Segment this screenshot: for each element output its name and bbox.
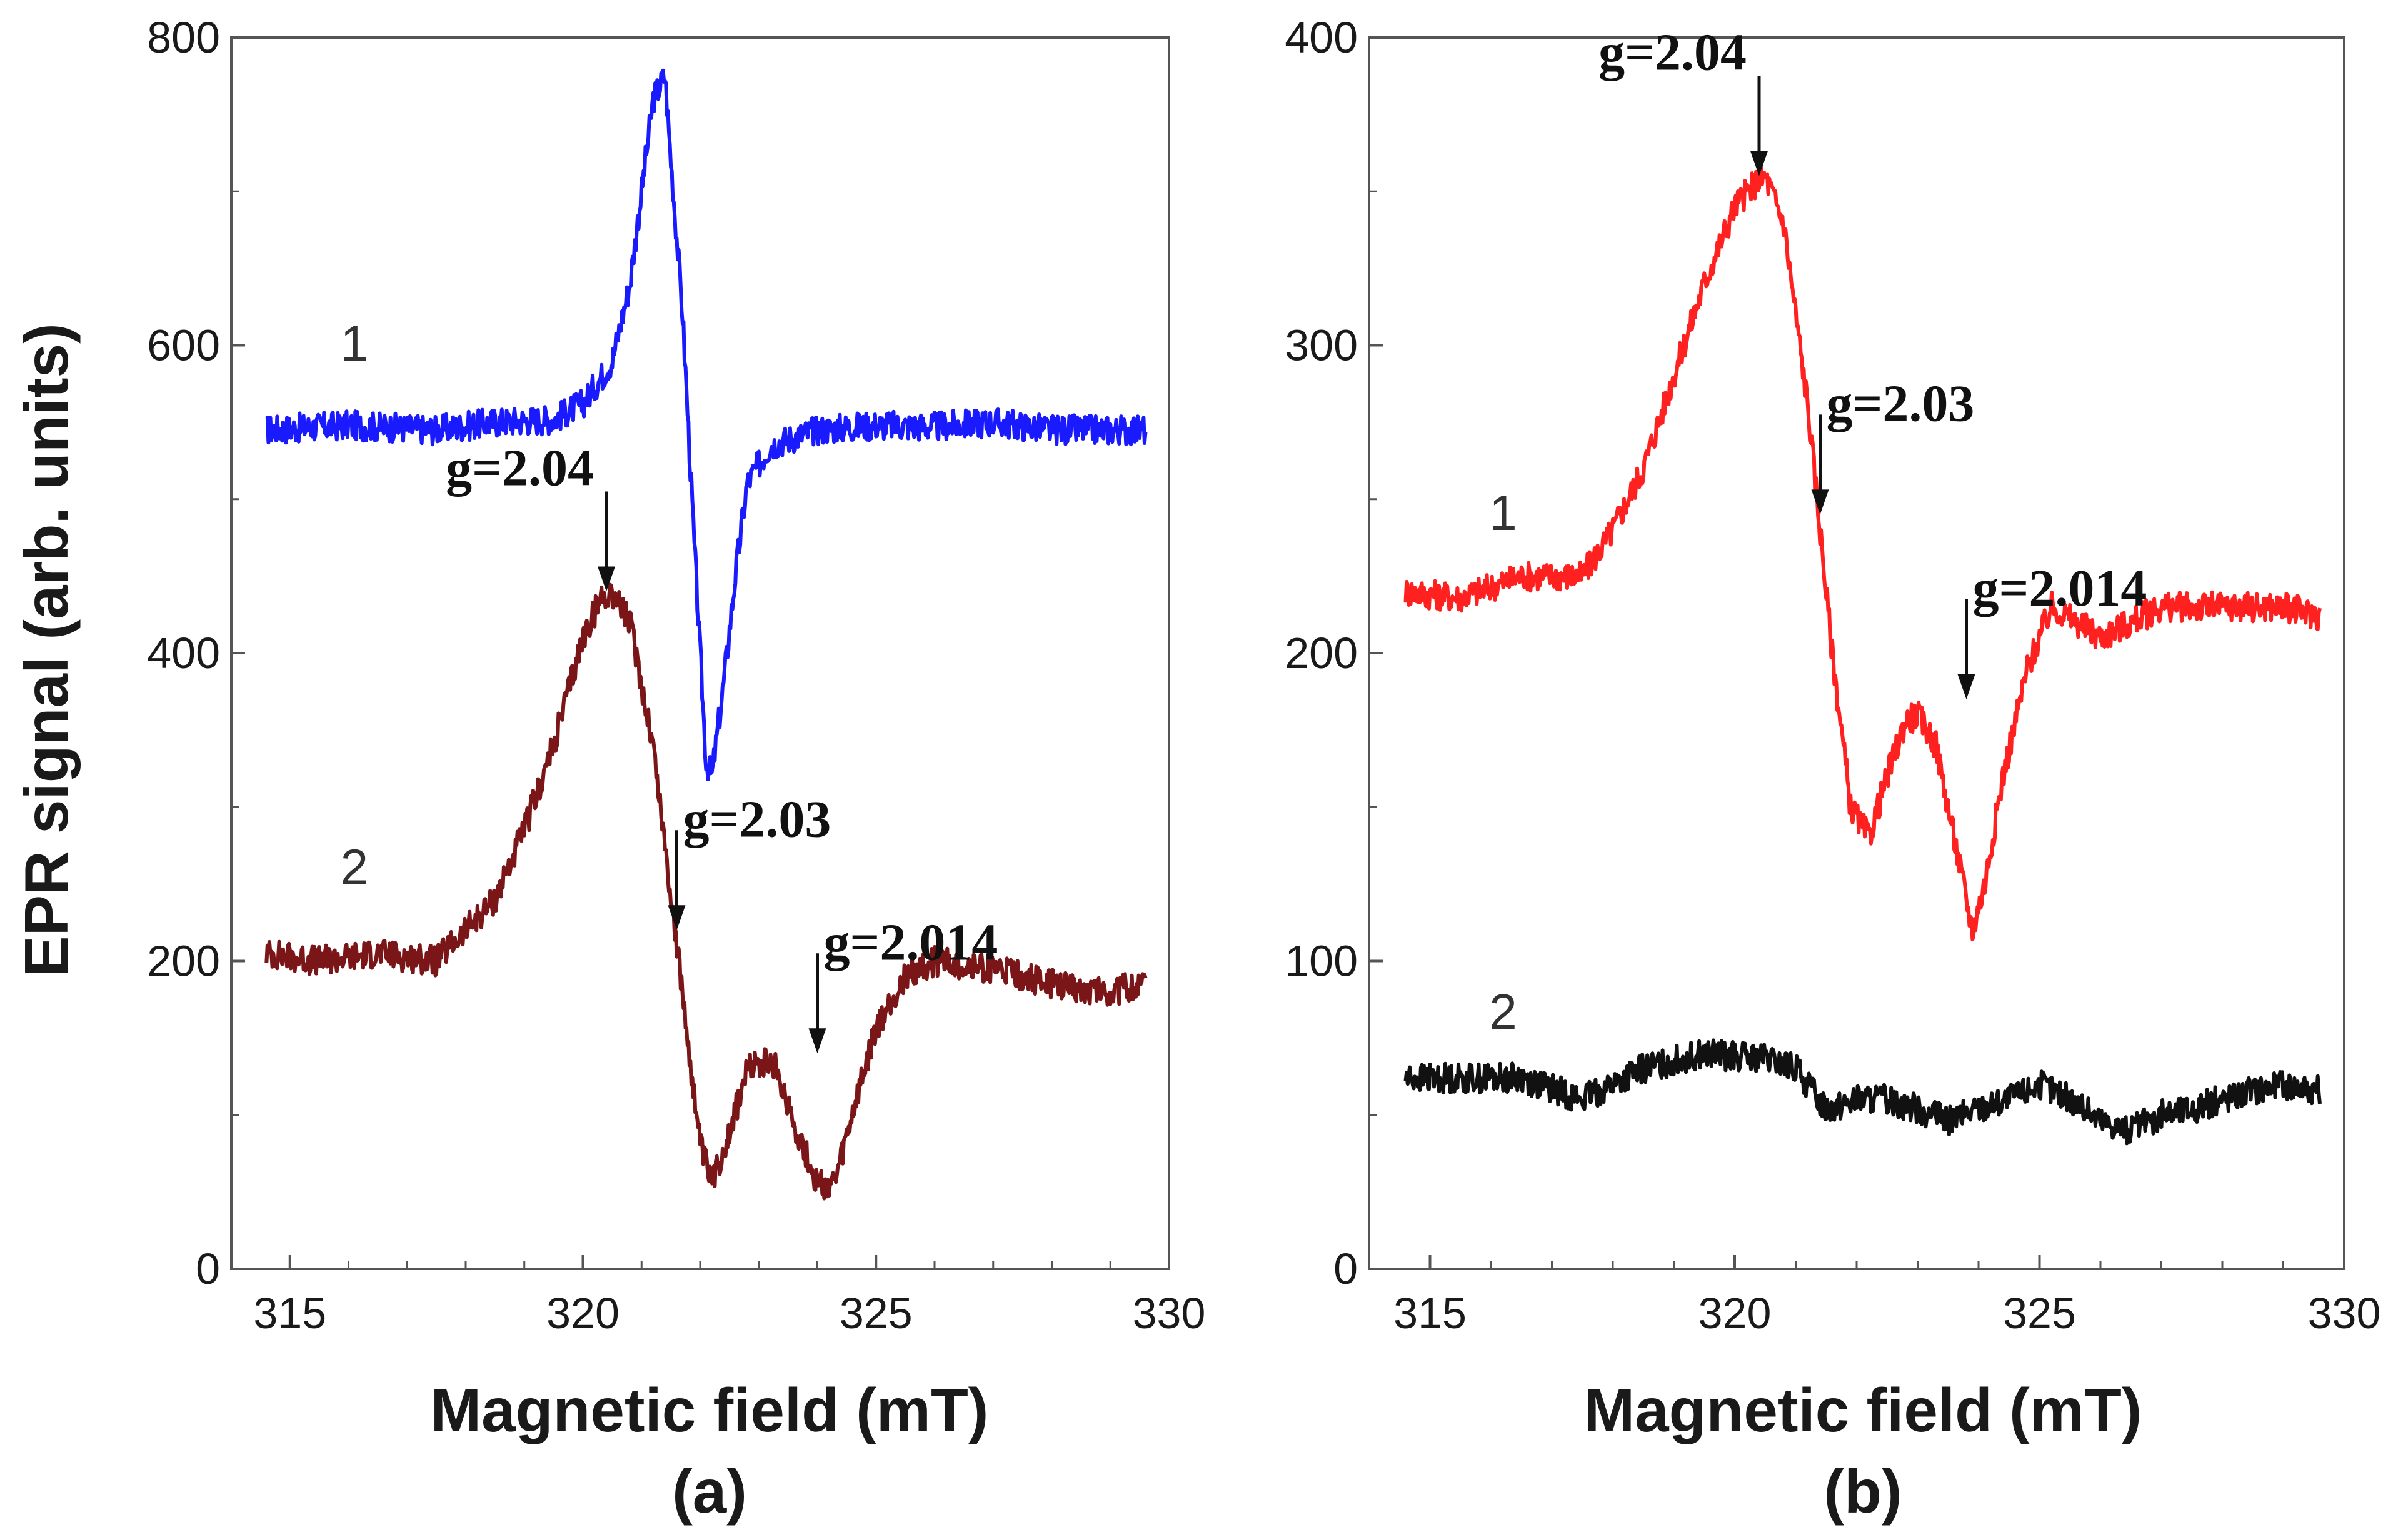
annotation-arrow-head bbox=[1957, 674, 1975, 699]
series-2-line bbox=[1403, 1038, 2322, 1146]
g-factor-label: g=2.014 bbox=[1973, 559, 2147, 618]
y-tick-label: 200 bbox=[1285, 629, 1358, 678]
y-tick-label: 800 bbox=[147, 13, 220, 62]
series-label-2: 2 bbox=[341, 839, 369, 894]
panel-a-series bbox=[264, 68, 1148, 1201]
series-1-line bbox=[1403, 164, 2322, 941]
panel-a-y-ticks: 0 200 400 600 800 bbox=[147, 13, 245, 1293]
panel-b-x-axis-title: Magnetic field (mT) bbox=[1584, 1376, 2142, 1444]
x-tick-label: 330 bbox=[2308, 1289, 2381, 1338]
y-tick-label: 400 bbox=[147, 629, 220, 678]
annotation-arrow-head bbox=[668, 905, 686, 931]
annotation-arrow-head bbox=[1750, 151, 1768, 176]
panel-a-series-labels: 12 bbox=[341, 316, 369, 894]
series-1-line bbox=[265, 68, 1148, 782]
annotation-arrow-head bbox=[1811, 489, 1829, 515]
panel-b-y-ticks: 0 100 200 300 400 bbox=[1285, 13, 1383, 1293]
g-factor-label: g=2.03 bbox=[1827, 374, 1975, 432]
panel-a-label: (a) bbox=[672, 1457, 747, 1526]
panel-a-x-axis-title: Magnetic field (mT) bbox=[431, 1376, 989, 1444]
x-tick-label: 315 bbox=[253, 1289, 326, 1338]
panel-a-annotations: g=2.04 g=2.03 g=2.014 bbox=[446, 439, 998, 1054]
panel-a-x-ticks: 315 320 325 330 bbox=[230, 1255, 1206, 1338]
y-tick-label: 400 bbox=[1285, 13, 1358, 62]
annotation-arrow-head bbox=[598, 566, 615, 592]
panel-b-label: (b) bbox=[1824, 1457, 1902, 1526]
series-label-2: 2 bbox=[1489, 984, 1517, 1039]
x-tick-label: 330 bbox=[1133, 1289, 1206, 1338]
g-factor-label: g=2.03 bbox=[683, 790, 831, 848]
y-tick-label: 0 bbox=[196, 1244, 220, 1293]
panel-b-x-ticks: 315 320 325 330 bbox=[1368, 1255, 2381, 1338]
series-label-1: 1 bbox=[341, 316, 369, 371]
series-label-1: 1 bbox=[1489, 485, 1517, 541]
y-tick-label: 300 bbox=[1285, 321, 1358, 370]
x-tick-label: 315 bbox=[1393, 1289, 1467, 1338]
g-factor-label: g=2.04 bbox=[1598, 24, 1747, 82]
x-tick-label: 325 bbox=[840, 1289, 913, 1338]
x-tick-label: 320 bbox=[546, 1289, 620, 1338]
g-factor-label: g=2.04 bbox=[446, 439, 594, 498]
panel-b-series bbox=[1403, 164, 2322, 1146]
y-tick-label: 100 bbox=[1285, 937, 1358, 986]
series-2-line bbox=[264, 582, 1148, 1201]
y-tick-label: 600 bbox=[147, 321, 220, 370]
panel-b-annotations: g=2.04 g=2.03 g=2.014 bbox=[1598, 24, 2147, 699]
annotation-arrow-head bbox=[808, 1028, 826, 1054]
g-factor-label: g=2.014 bbox=[824, 913, 998, 971]
panel-b-series-labels: 12 bbox=[1489, 485, 1517, 1039]
y-tick-label: 0 bbox=[1333, 1244, 1358, 1293]
x-tick-label: 320 bbox=[1698, 1289, 1772, 1338]
y-tick-label: 200 bbox=[147, 937, 220, 986]
x-tick-label: 325 bbox=[2003, 1289, 2076, 1338]
y-axis-title: EPR signal (arb. units) bbox=[12, 323, 81, 976]
